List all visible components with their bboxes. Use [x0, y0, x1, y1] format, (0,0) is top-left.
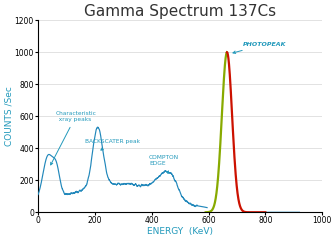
- Text: BACKSCATER peak: BACKSCATER peak: [85, 139, 140, 150]
- X-axis label: ENERGY  (KeV): ENERGY (KeV): [147, 227, 213, 236]
- Text: PHOTOPEAK: PHOTOPEAK: [233, 42, 286, 54]
- Text: COMPTON
EDGE: COMPTON EDGE: [149, 155, 179, 174]
- Text: Characteristic
  xray peaks: Characteristic xray peaks: [51, 111, 96, 165]
- Y-axis label: COUNTS /Sec: COUNTS /Sec: [4, 86, 13, 146]
- Title: Gamma Spectrum 137Cs: Gamma Spectrum 137Cs: [84, 4, 276, 19]
